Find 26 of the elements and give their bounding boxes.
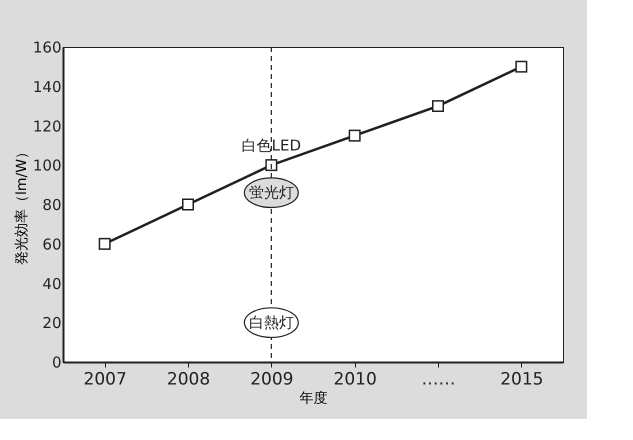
point bbox=[182, 198, 194, 210]
annotation: 蛍光灯 bbox=[248, 184, 294, 202]
x-axis-title: 年度 bbox=[300, 390, 328, 406]
point bbox=[515, 60, 528, 73]
point bbox=[432, 100, 444, 112]
x-tick-label: …… bbox=[422, 370, 456, 390]
point bbox=[348, 130, 361, 142]
x-tick-label: 2008 bbox=[166, 370, 210, 390]
annotation: 白色LED bbox=[242, 136, 302, 154]
y-tick-label: 80 bbox=[42, 196, 62, 214]
y-tick-label: 140 bbox=[32, 78, 62, 96]
x-tick-label: 2007 bbox=[84, 370, 127, 390]
x-tick-label: 2015 bbox=[500, 370, 544, 390]
point bbox=[98, 238, 111, 250]
y-tick-label: 100 bbox=[32, 156, 62, 175]
y-tick-label: 0 bbox=[52, 354, 62, 372]
annotation: 白熱灯 bbox=[248, 314, 294, 332]
x-tick-label: 2010 bbox=[334, 370, 377, 390]
y-tick-label: 120 bbox=[32, 117, 62, 136]
x-tick-label: 2009 bbox=[250, 370, 294, 390]
y-tick-label: 160 bbox=[32, 38, 62, 56]
y-tick-label: 20 bbox=[42, 314, 62, 332]
y-axis-title: 発光効率（lm/W） bbox=[14, 144, 30, 266]
point bbox=[265, 159, 278, 172]
y-tick-label: 60 bbox=[42, 235, 62, 254]
y-tick-label: 40 bbox=[42, 274, 62, 293]
